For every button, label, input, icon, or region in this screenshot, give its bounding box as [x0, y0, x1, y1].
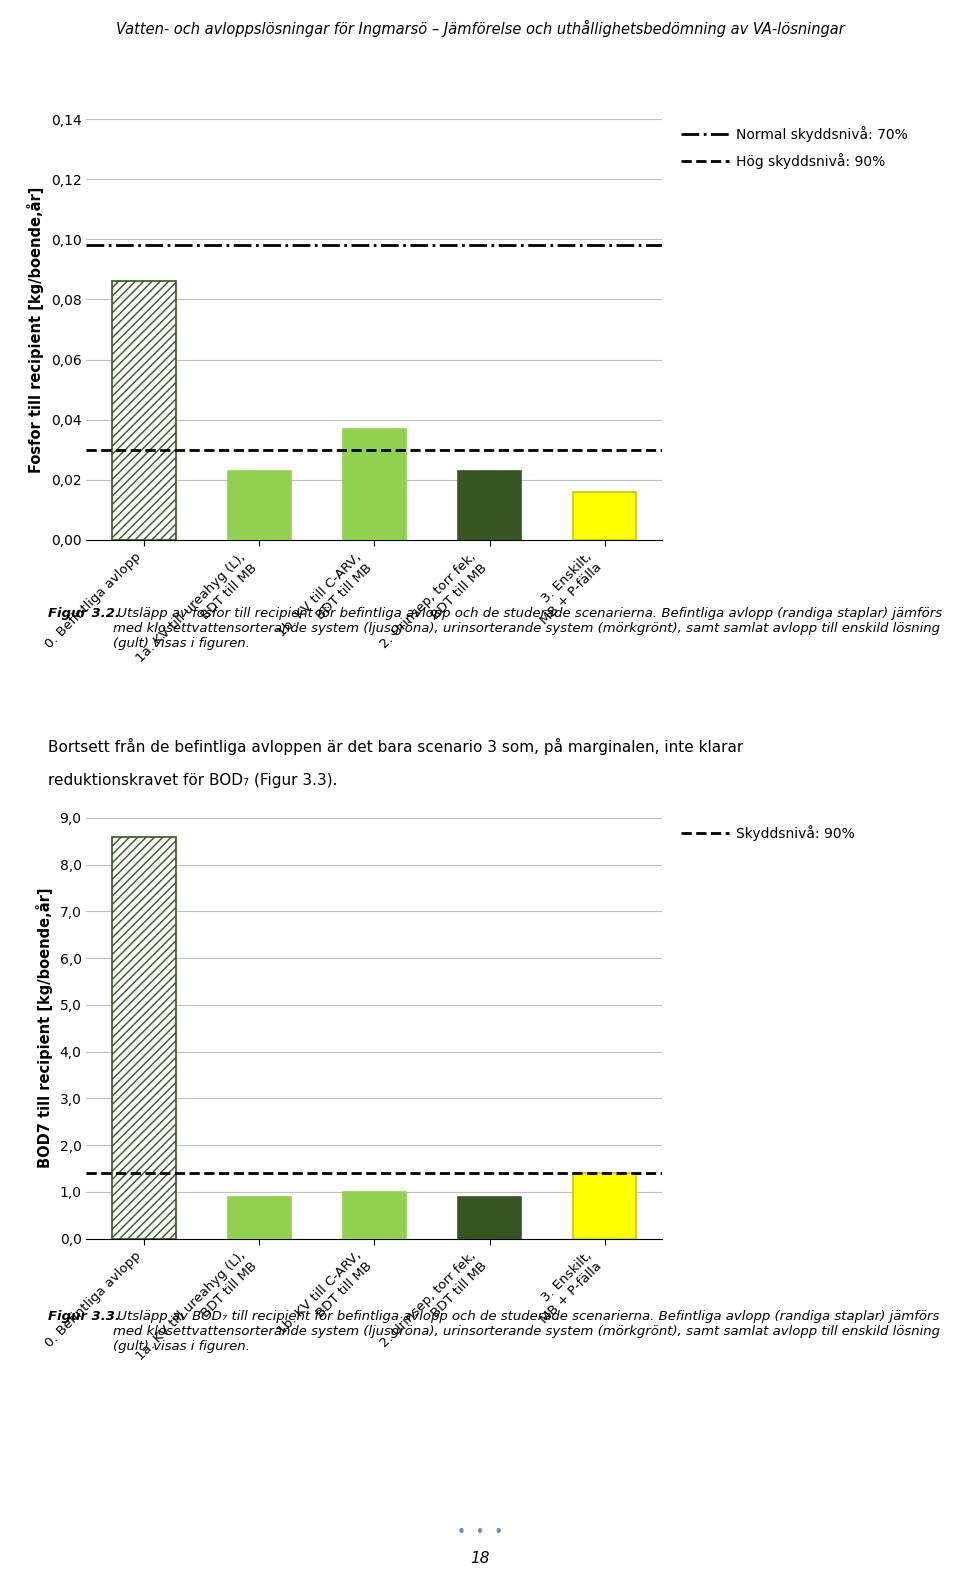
Text: 18: 18: [470, 1551, 490, 1566]
Y-axis label: BOD7 till recipient [kg/boende,år]: BOD7 till recipient [kg/boende,år]: [36, 888, 53, 1169]
Bar: [573, 492, 636, 540]
Legend: Normal skyddsnivå: 70%, Hög skyddsnivå: 90%: Normal skyddsnivå: 70%, Hög skyddsnivå: …: [681, 125, 908, 168]
Bar: [458, 470, 521, 540]
Bar: [573, 1174, 636, 1239]
Text: Bortsett från de befintliga avloppen är det bara scenario 3 som, på marginalen, : Bortsett från de befintliga avloppen är …: [48, 738, 743, 756]
Text: •  •  •: • • •: [457, 1526, 503, 1540]
Bar: [112, 837, 176, 1239]
Text: Utsläpp av fosfor till recipient för befintliga avlopp och de studerade scenarie: Utsläpp av fosfor till recipient för bef…: [113, 607, 943, 649]
Y-axis label: Fosfor till recipient [kg/boende,år]: Fosfor till recipient [kg/boende,år]: [27, 186, 44, 473]
Text: reduktionskravet för BOD₇ (Figur 3.3).: reduktionskravet för BOD₇ (Figur 3.3).: [48, 773, 338, 788]
Bar: [228, 1197, 291, 1239]
Text: Vatten- och avloppslösningar för Ingmarsö – Jämförelse och uthållighetsbedömning: Vatten- och avloppslösningar för Ingmars…: [115, 19, 845, 37]
Text: Figur 3.3.: Figur 3.3.: [48, 1310, 120, 1323]
Text: Figur 3.2.: Figur 3.2.: [48, 607, 120, 619]
Bar: [343, 1193, 406, 1239]
Bar: [228, 470, 291, 540]
Legend: Skyddsnivå: 90%: Skyddsnivå: 90%: [681, 824, 855, 840]
Text: Utsläpp av BOD₇ till recipient för befintliga avlopp och de studerade scenariern: Utsläpp av BOD₇ till recipient för befin…: [113, 1310, 940, 1353]
Bar: [343, 429, 406, 540]
Bar: [458, 1197, 521, 1239]
Bar: [112, 281, 176, 540]
